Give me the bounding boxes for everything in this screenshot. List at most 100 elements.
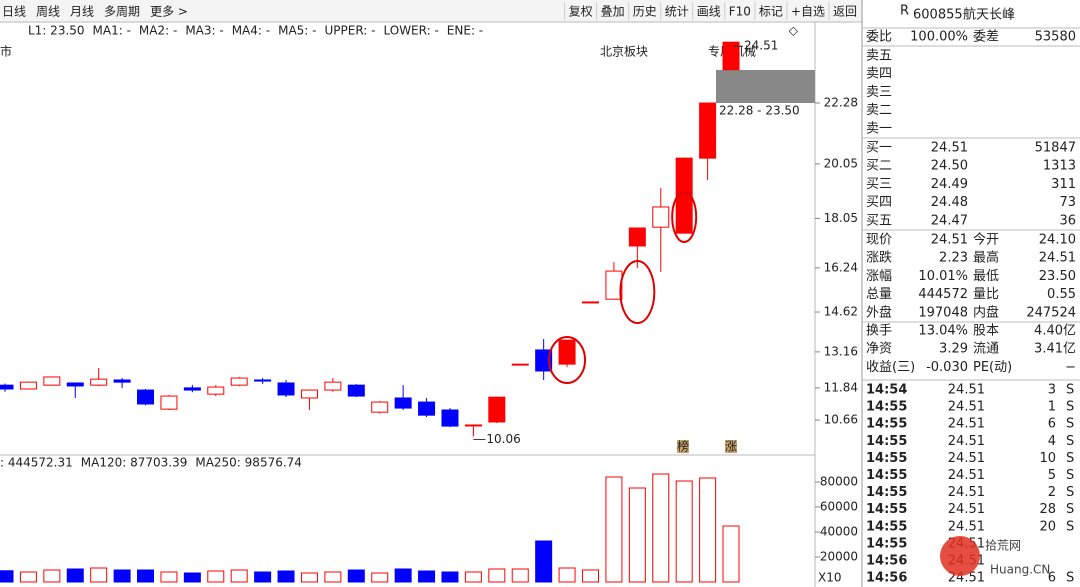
panel-text: 14:54 bbox=[866, 383, 907, 398]
panel-text: 24.10 bbox=[1039, 233, 1076, 248]
volume-bar bbox=[230, 569, 248, 583]
panel-text: 买五 bbox=[866, 213, 892, 228]
volume-bar bbox=[207, 570, 225, 583]
panel-text: 100.00% bbox=[910, 30, 968, 45]
tool-button[interactable]: +自选 bbox=[791, 5, 825, 19]
volume-bar bbox=[113, 569, 131, 583]
panel-text: S bbox=[1066, 400, 1074, 415]
volume-bar bbox=[0, 570, 14, 583]
panel-text: 247524 bbox=[1026, 305, 1076, 320]
panel-text: 24.48 bbox=[931, 195, 968, 210]
panel-text: S bbox=[1066, 417, 1074, 432]
candle-body bbox=[464, 424, 482, 427]
panel-text: 600855 bbox=[913, 8, 963, 23]
candle-body bbox=[43, 376, 61, 386]
panel-text: S bbox=[1066, 571, 1074, 586]
tool-button[interactable]: F10 bbox=[729, 5, 751, 19]
volume-bar bbox=[418, 570, 436, 583]
volume-bar bbox=[511, 568, 529, 583]
panel-text: 1313 bbox=[1043, 159, 1076, 174]
panel-text: 24.51 bbox=[948, 502, 985, 517]
annotation: 市 bbox=[0, 44, 12, 59]
low-label: 10.06 bbox=[486, 432, 520, 446]
candle-body bbox=[511, 363, 529, 366]
panel-text: 24.51 bbox=[948, 468, 985, 483]
tab[interactable]: 多周期 bbox=[104, 5, 140, 19]
panel-text: 最高 bbox=[973, 250, 999, 266]
panel-text: 6 bbox=[1048, 417, 1056, 432]
tab[interactable]: 周线 bbox=[36, 5, 60, 19]
panel-text: 买一 bbox=[866, 141, 892, 156]
candle-body bbox=[441, 409, 459, 427]
panel-text: 卖一 bbox=[866, 121, 892, 136]
panel-text: 5 bbox=[1048, 468, 1056, 483]
tool-button[interactable]: 标记 bbox=[759, 5, 783, 19]
indicator-label: L1: 23.50 bbox=[28, 24, 85, 38]
panel-text: 444572 bbox=[918, 287, 968, 302]
panel-text: 197048 bbox=[918, 305, 968, 320]
panel-text: 涨跌 bbox=[866, 250, 892, 266]
panel-text: 4 bbox=[1048, 434, 1056, 449]
tool-button[interactable]: 统计 bbox=[665, 5, 689, 19]
high-label: 24.51 bbox=[744, 39, 778, 53]
indicator-label: MA4: - bbox=[232, 24, 270, 38]
volume-bar bbox=[43, 569, 61, 583]
tab[interactable]: 日线 bbox=[2, 5, 26, 19]
range-box bbox=[716, 70, 815, 103]
panel-text: PE(动) bbox=[973, 360, 1012, 375]
candle-body bbox=[254, 379, 272, 382]
panel-text: 24.51 bbox=[948, 417, 985, 432]
panel-text: 1 bbox=[1048, 400, 1056, 415]
panel-text: 23.50 bbox=[1039, 269, 1076, 284]
y-tick-label: 13.16 bbox=[824, 344, 858, 358]
range-label: 22.28 - 23.50 bbox=[719, 104, 800, 118]
panel-text: 2.23 bbox=[939, 251, 968, 266]
panel-text: 今开 bbox=[973, 232, 999, 248]
panel-text: 卖五 bbox=[866, 49, 892, 64]
panel-text: S bbox=[1066, 434, 1074, 449]
panel-text: 36 bbox=[1059, 213, 1076, 228]
candle-body bbox=[160, 395, 178, 410]
candle-body bbox=[207, 386, 225, 395]
volume-bar bbox=[652, 473, 670, 583]
volume-bar bbox=[464, 571, 482, 583]
tab[interactable]: 更多 > bbox=[150, 5, 188, 19]
highlight-circle bbox=[548, 336, 587, 384]
candle-body bbox=[230, 377, 248, 386]
candle-body bbox=[558, 339, 576, 365]
panel-text: 买四 bbox=[866, 195, 892, 210]
tool-button[interactable]: 返回 bbox=[833, 5, 857, 19]
panel-text: 14:55 bbox=[866, 485, 907, 500]
candle-body bbox=[113, 379, 131, 383]
tool-button[interactable]: 复权 bbox=[569, 5, 593, 19]
panel-text: − bbox=[1065, 360, 1076, 375]
tool-button[interactable]: 叠加 bbox=[601, 5, 625, 19]
panel-text: 10.01% bbox=[918, 269, 968, 284]
volume-bar bbox=[722, 525, 740, 583]
tab[interactable]: 月线 bbox=[70, 5, 94, 19]
candle-body bbox=[605, 270, 623, 300]
panel-text: 53580 bbox=[1035, 30, 1076, 45]
panel-text: 14:55 bbox=[866, 502, 907, 517]
candle-body bbox=[277, 382, 295, 396]
panel-text: 收益(三) bbox=[866, 360, 915, 375]
volume-bar bbox=[90, 567, 108, 583]
panel-text: 24.50 bbox=[931, 159, 968, 174]
volume-bar bbox=[347, 569, 365, 583]
toolbar bbox=[0, 0, 862, 22]
candle-body bbox=[418, 401, 436, 416]
indicator-label: LOWER: - bbox=[383, 24, 438, 38]
panel-text: 量比 bbox=[973, 287, 999, 302]
candle-body bbox=[90, 378, 108, 386]
candle-body bbox=[675, 157, 693, 234]
tool-button[interactable]: 历史 bbox=[633, 5, 657, 19]
panel-text: 24.51 bbox=[948, 519, 985, 534]
panel-text: 涨幅 bbox=[866, 269, 892, 284]
candle-body bbox=[488, 396, 506, 423]
indicator-label: UPPER: - bbox=[324, 24, 375, 38]
panel-text: 6 bbox=[1048, 571, 1056, 586]
tool-button[interactable]: 画线 bbox=[697, 5, 721, 19]
y-tick-label: 14.62 bbox=[824, 305, 858, 319]
panel-text: S bbox=[1066, 383, 1074, 398]
